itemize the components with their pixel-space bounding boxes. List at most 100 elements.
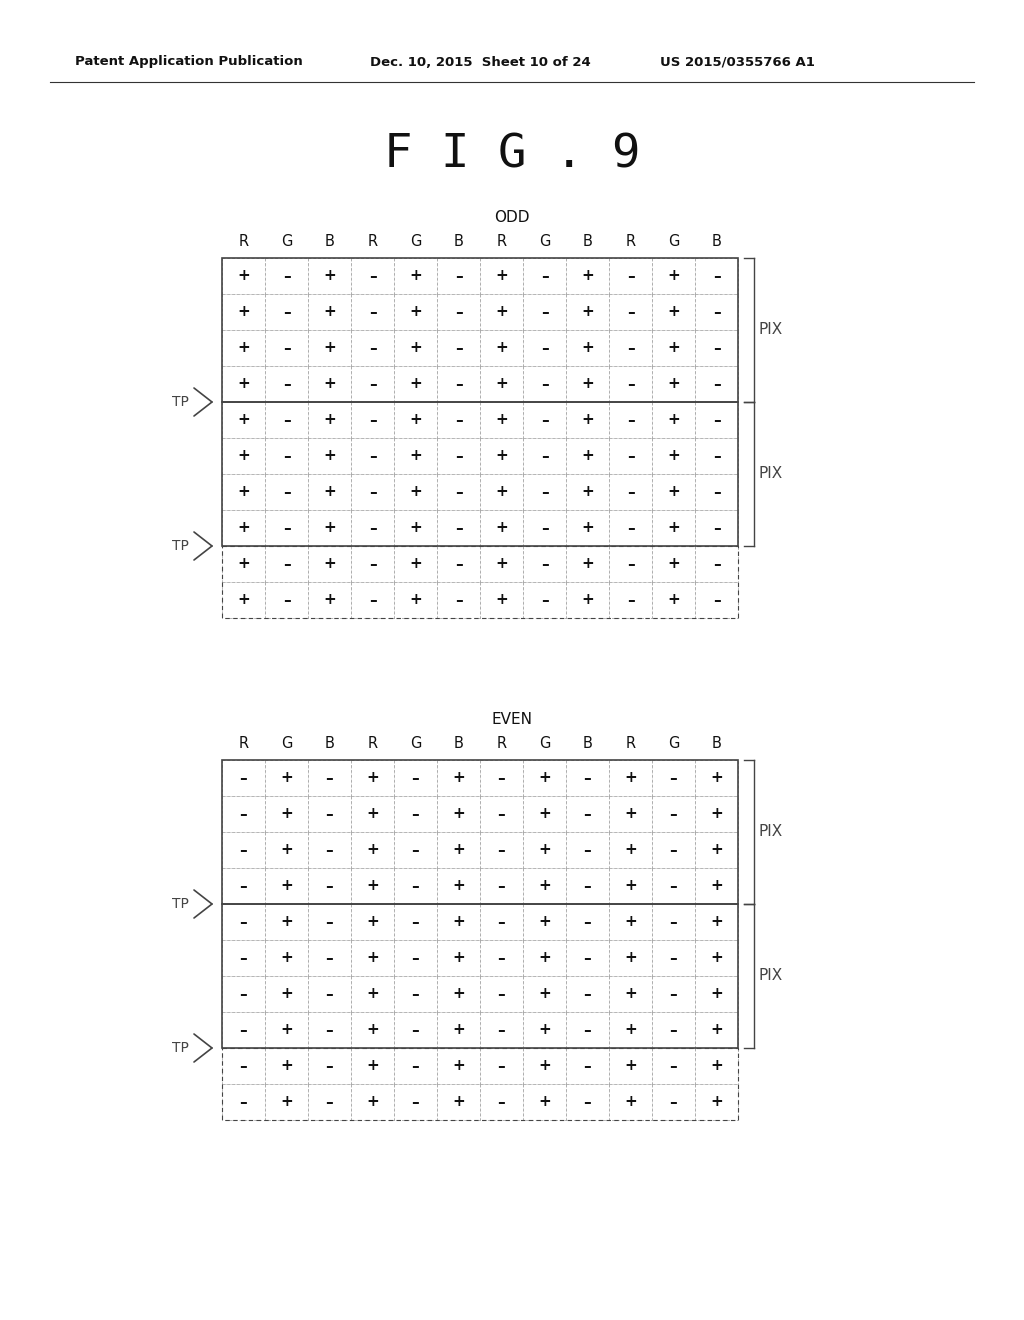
Bar (566, 582, 609, 618)
Text: –: – (541, 305, 549, 319)
Bar (222, 546, 265, 582)
Bar (652, 1012, 695, 1048)
Bar (566, 869, 609, 904)
Bar (566, 1048, 609, 1084)
Text: B: B (583, 737, 593, 751)
Bar (222, 474, 265, 510)
Text: –: – (541, 341, 549, 355)
Text: –: – (326, 879, 334, 894)
Text: +: + (367, 771, 379, 785)
Text: –: – (670, 1059, 677, 1073)
Text: –: – (670, 771, 677, 785)
Bar (351, 438, 394, 474)
Text: –: – (455, 557, 463, 572)
Bar (394, 438, 437, 474)
Bar (437, 975, 480, 1012)
Bar (480, 330, 523, 366)
Bar (566, 1084, 609, 1119)
Text: –: – (627, 520, 635, 536)
Bar (609, 438, 652, 474)
Bar (566, 796, 609, 832)
Bar (351, 474, 394, 510)
Text: +: + (281, 807, 293, 821)
Text: –: – (713, 341, 720, 355)
Text: –: – (412, 915, 420, 929)
Bar (265, 869, 308, 904)
Bar (437, 1048, 480, 1084)
Bar (308, 904, 351, 940)
Bar (609, 294, 652, 330)
Text: –: – (240, 842, 248, 858)
Bar (609, 975, 652, 1012)
Bar (609, 330, 652, 366)
Text: –: – (713, 520, 720, 536)
Text: –: – (412, 950, 420, 965)
Text: +: + (410, 412, 422, 428)
Text: +: + (324, 593, 336, 607)
Text: –: – (412, 771, 420, 785)
Bar (308, 832, 351, 869)
Text: +: + (496, 557, 508, 572)
Bar (437, 366, 480, 403)
Bar (652, 760, 695, 796)
Bar (652, 474, 695, 510)
Text: +: + (539, 1023, 551, 1038)
Text: +: + (667, 484, 680, 499)
Bar (437, 1012, 480, 1048)
Bar (695, 1012, 738, 1048)
Text: –: – (670, 879, 677, 894)
Bar (308, 796, 351, 832)
Text: –: – (326, 1059, 334, 1073)
Text: +: + (624, 915, 637, 929)
Bar (609, 832, 652, 869)
Bar (222, 904, 738, 1048)
Text: +: + (238, 412, 250, 428)
Text: +: + (624, 1094, 637, 1110)
Bar (652, 403, 695, 438)
Bar (222, 869, 265, 904)
Bar (265, 760, 308, 796)
Bar (351, 1012, 394, 1048)
Bar (566, 760, 609, 796)
Bar (695, 366, 738, 403)
Text: –: – (455, 412, 463, 428)
Bar (222, 760, 738, 904)
Text: B: B (325, 235, 335, 249)
Text: +: + (410, 520, 422, 536)
Text: +: + (324, 376, 336, 392)
Text: –: – (498, 915, 506, 929)
Text: +: + (410, 557, 422, 572)
Bar (308, 403, 351, 438)
Text: G: G (668, 737, 679, 751)
Bar (437, 582, 480, 618)
Bar (265, 1084, 308, 1119)
Bar (437, 294, 480, 330)
Text: –: – (713, 593, 720, 607)
Text: –: – (541, 449, 549, 463)
Bar (308, 438, 351, 474)
Text: +: + (496, 520, 508, 536)
Text: +: + (582, 305, 594, 319)
Text: –: – (541, 376, 549, 392)
Text: +: + (582, 412, 594, 428)
Text: +: + (624, 950, 637, 965)
Text: TP: TP (172, 1041, 189, 1055)
Text: +: + (453, 1094, 465, 1110)
Text: B: B (712, 235, 722, 249)
Text: +: + (238, 593, 250, 607)
Text: +: + (453, 950, 465, 965)
Bar (308, 940, 351, 975)
Text: +: + (667, 305, 680, 319)
Text: –: – (369, 520, 377, 536)
Bar (394, 940, 437, 975)
Bar (523, 940, 566, 975)
Text: –: – (498, 807, 506, 821)
Text: –: – (369, 449, 377, 463)
Text: +: + (710, 1094, 723, 1110)
Text: +: + (367, 879, 379, 894)
Bar (351, 869, 394, 904)
Text: –: – (455, 449, 463, 463)
Text: –: – (326, 950, 334, 965)
Bar (695, 510, 738, 546)
Bar (222, 1048, 738, 1119)
